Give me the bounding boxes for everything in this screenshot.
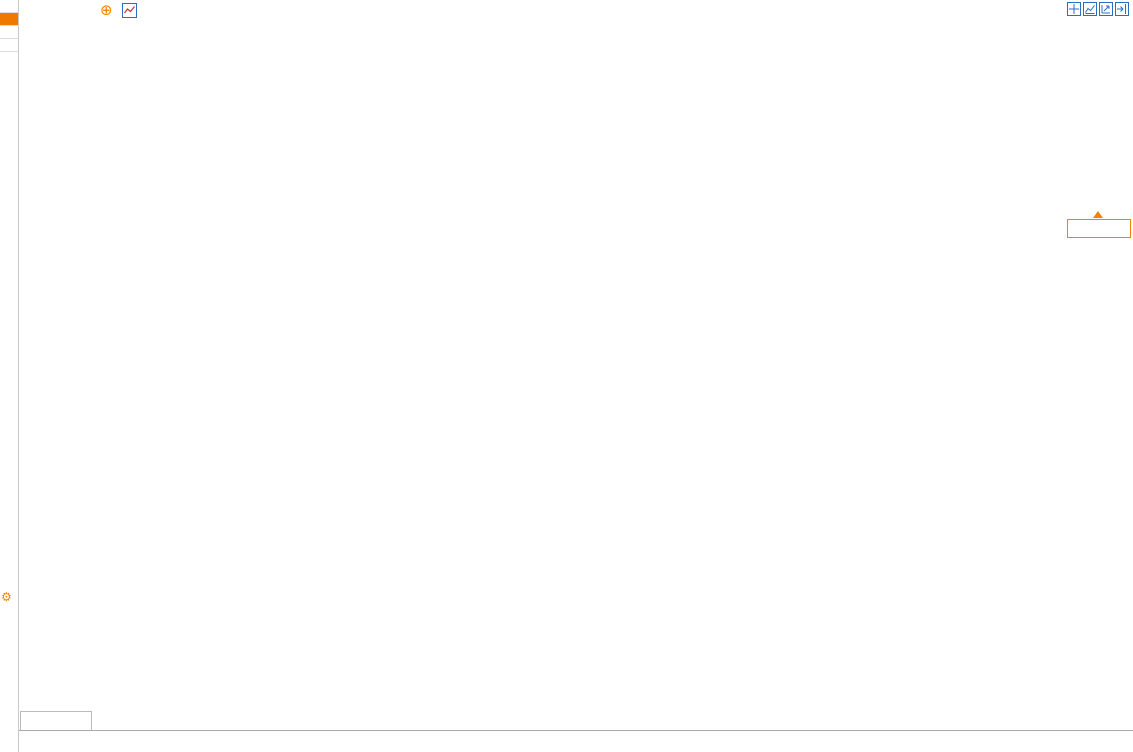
sidebar-tab-lightning[interactable] — [0, 26, 18, 39]
period-selector[interactable] — [20, 711, 92, 731]
sidebar-tab-contract-info[interactable] — [0, 39, 18, 52]
add-indicator-icon[interactable]: ⊕ — [100, 2, 113, 19]
last-price-box — [1067, 219, 1131, 238]
pane-forward-icon[interactable] — [1099, 2, 1113, 16]
pane-chart-icon[interactable] — [1083, 2, 1097, 16]
collapse-right-icon[interactable] — [1115, 2, 1129, 16]
header-tools — [1067, 2, 1129, 16]
chart-header: ⊕ — [88, 2, 155, 19]
chart-type-icon[interactable] — [121, 3, 137, 18]
indicator-toolbar — [18, 730, 1133, 752]
price-up-arrow — [1093, 211, 1103, 218]
time-axis — [18, 711, 1133, 731]
chart-canvas[interactable] — [0, 0, 1133, 730]
crosshair-icon[interactable] — [1067, 2, 1081, 16]
sidebar-tab-timeline[interactable] — [0, 0, 18, 13]
sidebar-tab-kline[interactable] — [0, 13, 18, 26]
macd-settings-icon[interactable]: ⚙ — [1, 590, 12, 604]
left-sidebar — [0, 0, 19, 752]
